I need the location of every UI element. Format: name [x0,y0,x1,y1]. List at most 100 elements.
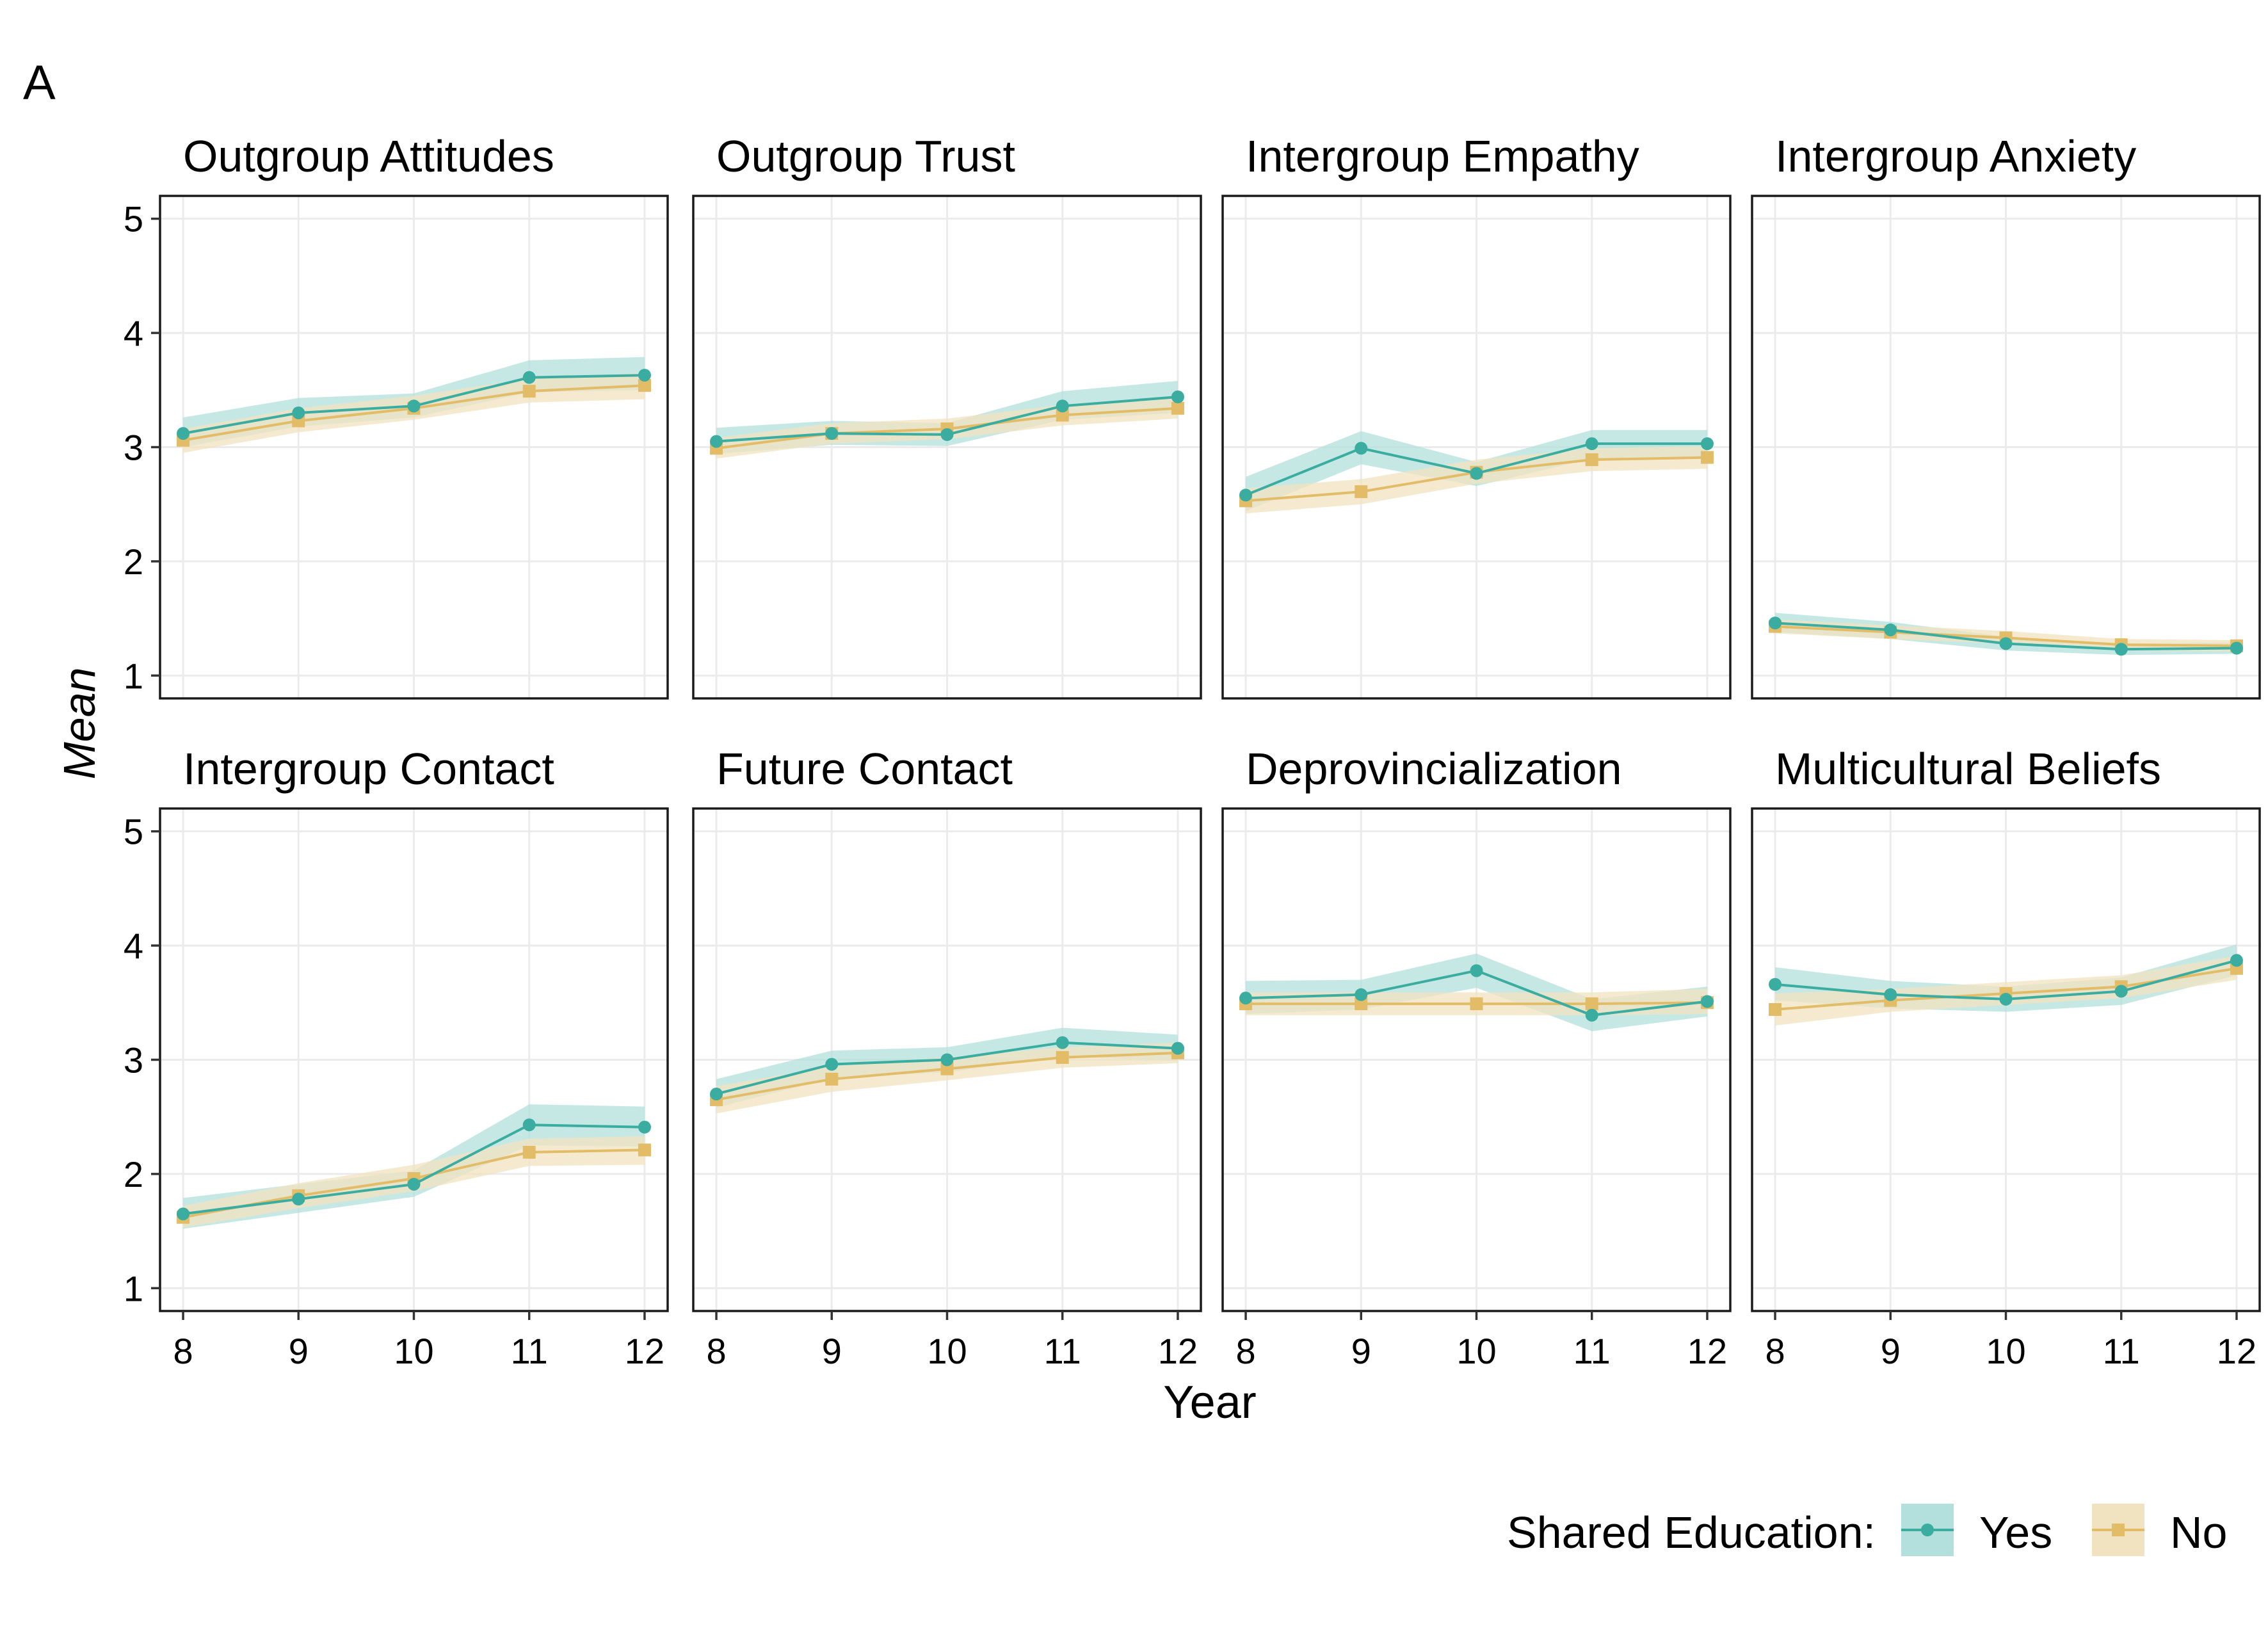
data-point-yes [1470,467,1483,480]
y-tick-label: 3 [124,1040,143,1081]
data-point-no [1355,997,1368,1011]
panel-title: Intergroup Empathy [1246,131,1639,181]
data-point-yes [1700,995,1714,1008]
data-point-yes [1769,977,1782,991]
x-tick-label: 11 [2103,1331,2140,1371]
x-tick-label: 10 [1986,1331,2025,1371]
x-tick-label: 10 [394,1331,433,1371]
data-point-yes [1769,616,1782,630]
panel-intergroup-anxiety: Intergroup Anxiety [1751,131,2261,700]
data-point-no [1355,485,1368,499]
data-point-yes [2230,954,2243,967]
legend-title: Shared Education: [1507,1508,1876,1557]
data-point-yes [1470,964,1483,977]
data-point-no [1700,451,1714,464]
data-point-no [638,1143,651,1157]
data-point-no [522,385,536,398]
data-point-yes [522,1118,536,1132]
legend-key-yes-marker [1921,1524,1934,1536]
data-point-yes [1239,992,1253,1005]
y-tick-label: 2 [124,542,143,582]
panel-title: Deprovincialization [1246,744,1622,794]
data-point-yes [710,1088,723,1101]
panel-intergroup-empathy: Intergroup Empathy [1221,131,1732,700]
panel-title: Outgroup Trust [716,131,1015,181]
x-tick-label: 9 [289,1331,309,1371]
data-point-no [1769,1003,1782,1016]
gridlines [1752,808,2260,1311]
x-tick-label: 12 [625,1331,664,1371]
x-tick-label: 11 [511,1331,548,1371]
y-tick-label: 5 [124,199,143,239]
data-point-yes [292,406,305,419]
legend-label-no: No [2170,1508,2227,1557]
data-point-yes [940,428,954,441]
data-point-yes [1884,988,1897,1001]
data-point-yes [522,371,536,384]
data-point-no [825,1072,839,1086]
data-point-no [940,1062,954,1075]
data-point-yes [177,1207,190,1221]
x-tick-label: 11 [1573,1331,1611,1371]
data-point-yes [1884,623,1897,636]
x-tick-label: 8 [1235,1331,1255,1371]
legend-key-no-marker [2112,1524,2125,1536]
y-tick-label: 5 [124,812,143,852]
panel-outgroup-attitudes: Outgroup Attitudes 1 2 3 4 5 [124,131,669,700]
data-point-yes [825,427,839,440]
panel-outgroup-trust: Outgroup Trust [692,131,1202,700]
y-tick-label: 4 [124,313,143,353]
panel-title: Intergroup Anxiety [1775,131,2136,181]
legend: Shared Education: Yes No [1507,1504,2227,1557]
panel-title: Outgroup Attitudes [183,131,554,181]
data-point-yes [1999,637,2013,650]
data-point-no [1056,408,1069,422]
x-axis-label: Year [1163,1377,1256,1428]
data-point-yes [1171,1042,1184,1055]
gridlines [160,196,668,698]
data-point-no [1585,453,1598,467]
panel-border [1751,195,2261,700]
data-point-yes [407,399,421,413]
x-tick-label: 9 [822,1331,842,1371]
data-point-yes [1355,442,1368,455]
y-axis-label: Mean [54,667,104,779]
x-tick-label: 10 [1456,1331,1496,1371]
legend-label-yes: Yes [1979,1508,2052,1557]
x-tick-label: 8 [173,1331,193,1371]
panel-title: Multicultural Beliefs [1775,744,2161,794]
x-tick-label: 10 [927,1331,967,1371]
data-point-yes [825,1058,839,1071]
data-point-yes [1585,437,1598,451]
data-point-no [522,1146,536,1159]
data-point-yes [2230,641,2243,655]
panel-deprovincialization: Deprovincialization 8 9 10 11 12 [1221,744,1732,1371]
data-point-yes [177,427,190,440]
x-tick-label: 9 [1881,1331,1901,1371]
data-point-yes [2114,643,2128,656]
data-point-no [1056,1050,1069,1064]
panel-border [692,195,1202,700]
y-tick-label: 1 [124,656,143,696]
data-point-yes [710,435,723,448]
data-point-yes [1056,1036,1069,1049]
panel-multicultural-beliefs: Multicultural Beliefs 8 9 10 11 12 [1751,744,2261,1371]
x-tick-label: 9 [1351,1331,1371,1371]
data-point-yes [940,1053,954,1066]
panel-tag: A [23,56,56,110]
data-point-no [1470,997,1483,1011]
data-point-yes [638,1120,651,1134]
data-point-yes [1585,1008,1598,1022]
data-point-yes [407,1177,421,1191]
gridlines [1223,808,1730,1311]
x-tick-label: 12 [1687,1331,1727,1371]
gridlines [1752,196,2260,698]
panel-title: Future Contact [716,744,1013,794]
data-point-yes [1171,390,1184,403]
y-tick-label: 3 [124,428,143,468]
x-tick-label: 12 [1158,1331,1198,1371]
data-point-yes [638,369,651,382]
panel-future-contact: Future Contact 8 9 10 11 12 [692,744,1202,1371]
